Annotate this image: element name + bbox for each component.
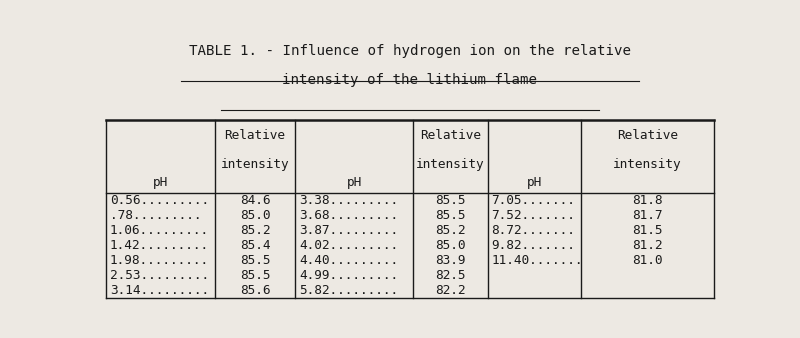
Text: 82.2: 82.2 <box>435 284 466 297</box>
Text: 85.0: 85.0 <box>435 239 466 252</box>
Text: TABLE 1. - Influence of hydrogen ion on the relative: TABLE 1. - Influence of hydrogen ion on … <box>189 45 631 58</box>
Text: Relative: Relative <box>225 129 286 142</box>
Text: pH: pH <box>153 176 168 189</box>
Text: 1.06.........: 1.06......... <box>110 224 209 237</box>
Text: 85.4: 85.4 <box>240 239 270 252</box>
Text: 11.40.......: 11.40....... <box>491 254 582 267</box>
Text: 4.99.........: 4.99......... <box>299 269 398 282</box>
Text: 85.5: 85.5 <box>240 254 270 267</box>
Text: 83.9: 83.9 <box>435 254 466 267</box>
Text: intensity: intensity <box>613 158 682 171</box>
Text: 81.0: 81.0 <box>632 254 662 267</box>
Text: 4.02.........: 4.02......... <box>299 239 398 252</box>
Text: Relative: Relative <box>617 129 678 142</box>
Text: Relative: Relative <box>420 129 481 142</box>
Text: 85.6: 85.6 <box>240 284 270 297</box>
Text: 3.68.........: 3.68......... <box>299 209 398 222</box>
Text: 2.53.........: 2.53......... <box>110 269 209 282</box>
Text: intensity: intensity <box>416 158 485 171</box>
Text: 85.0: 85.0 <box>240 209 270 222</box>
Text: 81.2: 81.2 <box>632 239 662 252</box>
Text: 85.2: 85.2 <box>435 224 466 237</box>
Text: 0.56.........: 0.56......... <box>110 194 209 207</box>
Text: 8.72.......: 8.72....... <box>491 224 575 237</box>
Text: 3.14.........: 3.14......... <box>110 284 209 297</box>
Text: 3.38.........: 3.38......... <box>299 194 398 207</box>
Text: pH: pH <box>526 176 542 189</box>
Text: 7.05.......: 7.05....... <box>491 194 575 207</box>
Text: 5.82.........: 5.82......... <box>299 284 398 297</box>
Text: 85.5: 85.5 <box>435 209 466 222</box>
Text: 9.82.......: 9.82....... <box>491 239 575 252</box>
Text: 1.42.........: 1.42......... <box>110 239 209 252</box>
Text: 81.5: 81.5 <box>632 224 662 237</box>
Text: 7.52.......: 7.52....... <box>491 209 575 222</box>
Text: 4.40.........: 4.40......... <box>299 254 398 267</box>
Text: .78.........: .78......... <box>110 209 202 222</box>
Text: 85.2: 85.2 <box>240 224 270 237</box>
Text: 85.5: 85.5 <box>240 269 270 282</box>
Text: pH: pH <box>346 176 362 189</box>
Text: 81.7: 81.7 <box>632 209 662 222</box>
Text: 81.8: 81.8 <box>632 194 662 207</box>
Text: intensity of the lithium flame: intensity of the lithium flame <box>282 73 538 87</box>
Text: 3.87.........: 3.87......... <box>299 224 398 237</box>
Text: 1.98.........: 1.98......... <box>110 254 209 267</box>
Text: 84.6: 84.6 <box>240 194 270 207</box>
Text: 85.5: 85.5 <box>435 194 466 207</box>
Text: 82.5: 82.5 <box>435 269 466 282</box>
Text: intensity: intensity <box>221 158 290 171</box>
